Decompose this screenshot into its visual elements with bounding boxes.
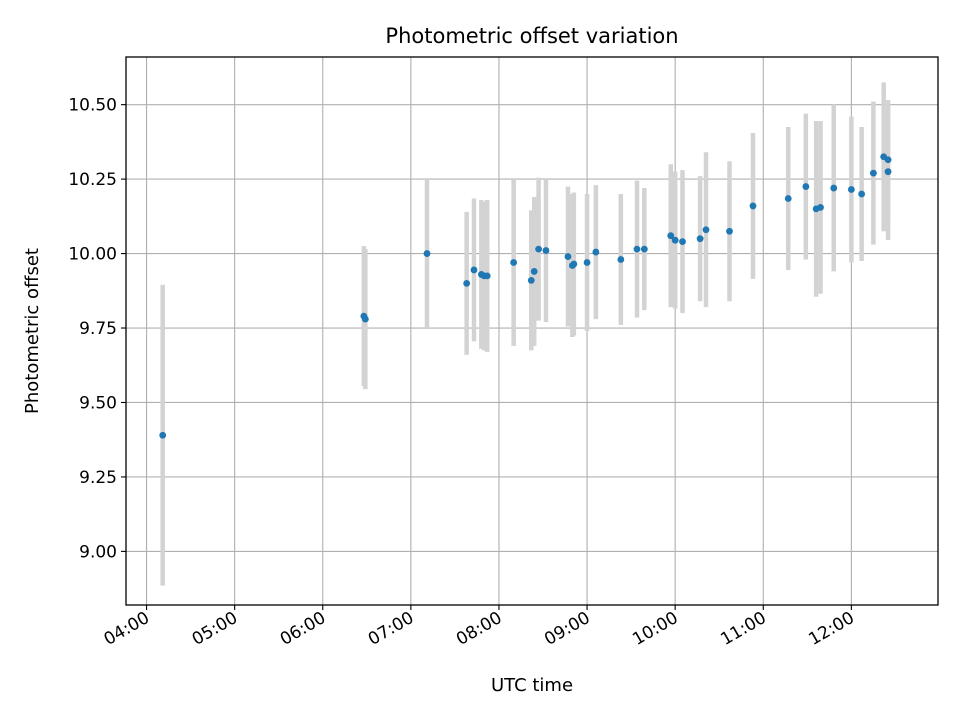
- data-point: [817, 204, 824, 211]
- x-tick-label: 04:00: [101, 608, 153, 650]
- data-point: [527, 276, 535, 284]
- y-axis-label: Photometric offset: [22, 248, 43, 414]
- plot-frame: [125, 56, 939, 606]
- y-axis-ticks: 9.00 9.25 9.50 9.75 10.00 10.25 10.50: [68, 96, 126, 562]
- data-point: [640, 245, 648, 253]
- x-tick-label: 07:00: [365, 608, 417, 650]
- data-point: [702, 226, 710, 234]
- data-point: [483, 272, 491, 280]
- data-point: [679, 238, 686, 246]
- data-point: [583, 259, 591, 266]
- y-tick-label: 9.00: [79, 542, 117, 562]
- data-point: [510, 259, 518, 266]
- y-tick-label: 9.75: [79, 319, 117, 339]
- data-point: [869, 169, 877, 177]
- y-tick-label: 9.25: [79, 468, 117, 488]
- data-point: [884, 156, 892, 164]
- data-point: [564, 253, 572, 260]
- data-point: [667, 232, 675, 240]
- data-point: [423, 250, 431, 257]
- y-tick-label: 10.00: [68, 245, 117, 265]
- x-tick-label: 12:00: [805, 608, 857, 650]
- x-tick-label: 08:00: [453, 608, 505, 650]
- y-tick-label: 9.50: [79, 393, 117, 413]
- data-point: [592, 248, 600, 256]
- data-point: [617, 256, 625, 263]
- data-point: [463, 279, 471, 287]
- data-point: [671, 236, 679, 244]
- x-tick-label: 06:00: [277, 608, 329, 650]
- y-tick-label: 10.25: [68, 170, 117, 190]
- data-points: [159, 153, 892, 439]
- data-point: [696, 235, 704, 243]
- data-point: [361, 315, 369, 323]
- error-bars: [160, 82, 891, 586]
- data-point: [749, 202, 757, 210]
- x-tick-label: 05:00: [189, 608, 241, 650]
- data-point: [830, 184, 838, 192]
- data-point: [470, 266, 478, 274]
- data-point: [726, 227, 733, 235]
- data-point: [535, 245, 543, 253]
- x-axis-ticks: 04:00 05:00 06:00 07:00 08:00 09:00 10:00 11:00…: [101, 605, 858, 650]
- data-point: [858, 190, 866, 198]
- x-axis-label: UTC time: [491, 675, 573, 696]
- data-point: [802, 183, 810, 190]
- data-point: [884, 168, 892, 176]
- data-point: [530, 268, 538, 275]
- data-point: [633, 245, 641, 253]
- data-point: [847, 186, 855, 193]
- x-tick-label: 10:00: [629, 608, 681, 650]
- x-tick-label: 09:00: [541, 608, 593, 650]
- chart-title: Photometric offset variation: [385, 24, 678, 48]
- y-tick-label: 10.50: [68, 96, 117, 116]
- data-point: [542, 247, 550, 254]
- x-tick-label: 11:00: [717, 608, 769, 650]
- data-point: [784, 195, 792, 202]
- data-point: [159, 431, 167, 439]
- data-point: [570, 260, 578, 268]
